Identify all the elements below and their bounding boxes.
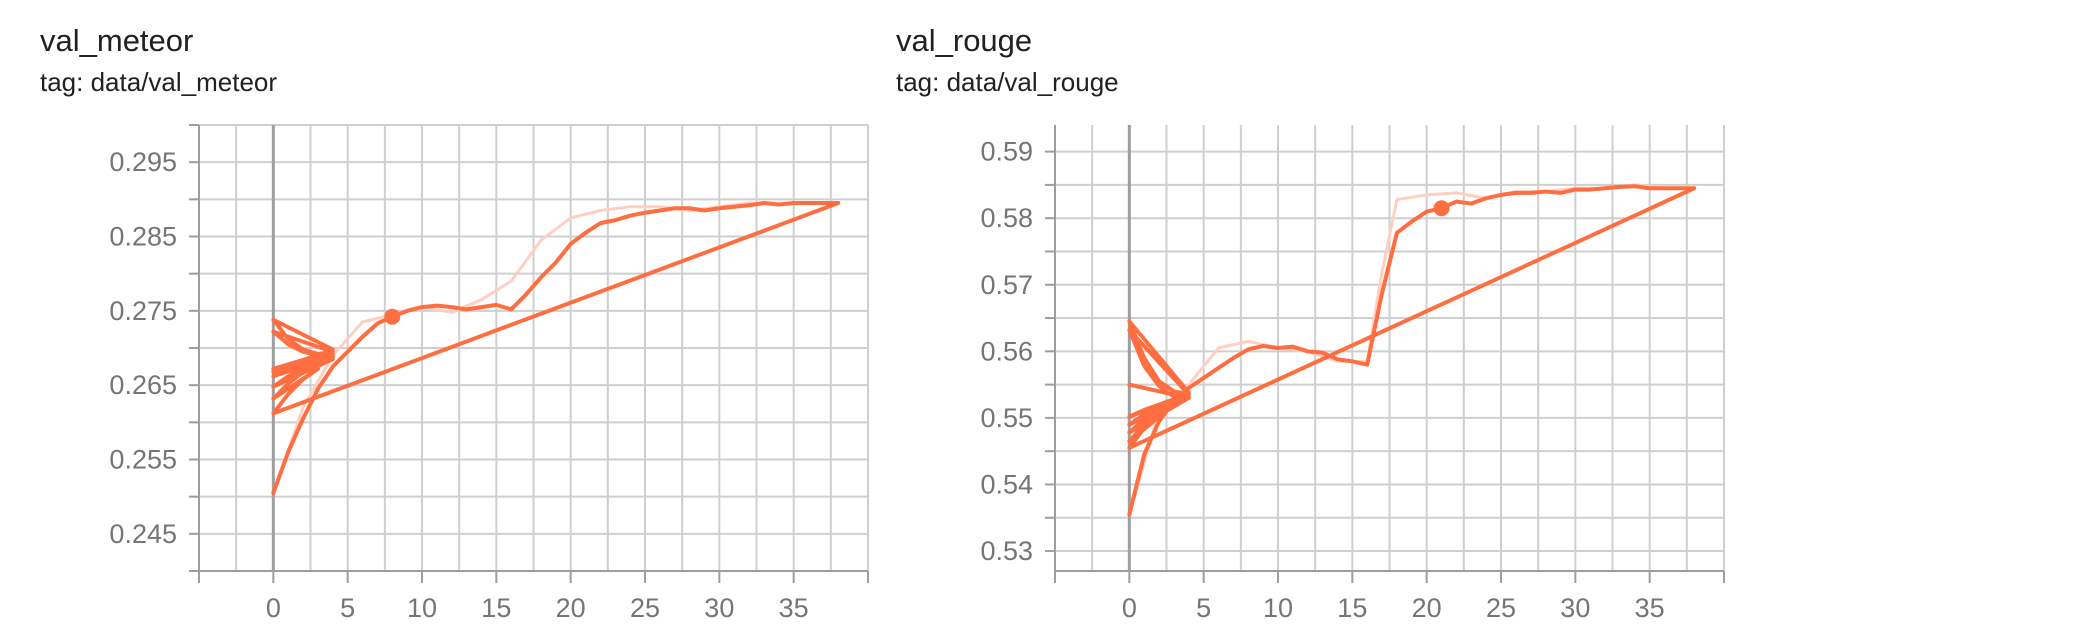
series-line-raw <box>271 201 839 494</box>
x-tick-label: 10 <box>1263 593 1293 623</box>
y-tick-label: 0.53 <box>980 536 1033 566</box>
x-tick-label: 25 <box>1486 593 1516 623</box>
y-tick-label: 0.59 <box>980 137 1033 167</box>
chart-title: val_meteor <box>40 23 194 58</box>
x-tick-label: 15 <box>481 593 511 623</box>
x-tick-label: 30 <box>704 593 734 623</box>
x-tick-label: 20 <box>1412 593 1442 623</box>
chart-plot-val-meteor[interactable]: 0 5 10 15 20 25 30 35 0.245 0.255 0.265 0.275 0.285 0… <box>0 0 1000 634</box>
series-line-raw <box>1127 183 1695 515</box>
x-tick-label: 0 <box>1122 593 1137 623</box>
y-tick-label: 0.275 <box>109 296 177 326</box>
x-tick-label: 15 <box>1337 593 1367 623</box>
chart-tag: tag: data/val_rouge <box>896 67 1119 97</box>
x-tick-label: 5 <box>1196 593 1211 623</box>
chart-tag: tag: data/val_meteor <box>40 67 278 97</box>
y-tick-label: 0.55 <box>980 403 1033 433</box>
x-tick-label: 35 <box>779 593 809 623</box>
highlight-point <box>384 308 401 325</box>
x-tick-label: 5 <box>340 593 355 623</box>
x-tick-label: 20 <box>556 593 586 623</box>
y-tick-label: 0.255 <box>109 445 177 475</box>
y-tick-label: 0.265 <box>109 370 177 400</box>
y-tick-label: 0.54 <box>980 469 1033 499</box>
y-tick-label: 0.245 <box>109 519 177 549</box>
series-line-smoothed <box>271 201 841 495</box>
chart-card-val-meteor: val_meteor tag: data/val_meteor 0 5 10 15 20… <box>0 0 1000 634</box>
y-tick-label: 0.58 <box>980 203 1033 233</box>
chart-card-val-rouge: val_rouge tag: data/val_rouge 0 5 10 15 20 25… <box>856 0 1856 634</box>
x-tick-label: 25 <box>630 593 660 623</box>
y-tick-label: 0.295 <box>109 147 177 177</box>
x-tick-label: 35 <box>1635 593 1665 623</box>
x-tick-label: 0 <box>266 593 281 623</box>
highlight-point <box>1433 200 1450 217</box>
series-line-smoothed <box>1127 184 1697 517</box>
x-tick-label: 10 <box>407 593 437 623</box>
y-tick-label: 0.285 <box>109 222 177 252</box>
x-tick-label: 30 <box>1560 593 1590 623</box>
y-tick-label: 0.57 <box>980 270 1033 300</box>
chart-plot-val-rouge[interactable]: 0 5 10 15 20 25 30 35 0.53 0.54 0.55 0.56 0.57 0.58 0.… <box>856 0 1856 634</box>
chart-title: val_rouge <box>896 23 1033 58</box>
y-tick-label: 0.56 <box>980 336 1033 366</box>
